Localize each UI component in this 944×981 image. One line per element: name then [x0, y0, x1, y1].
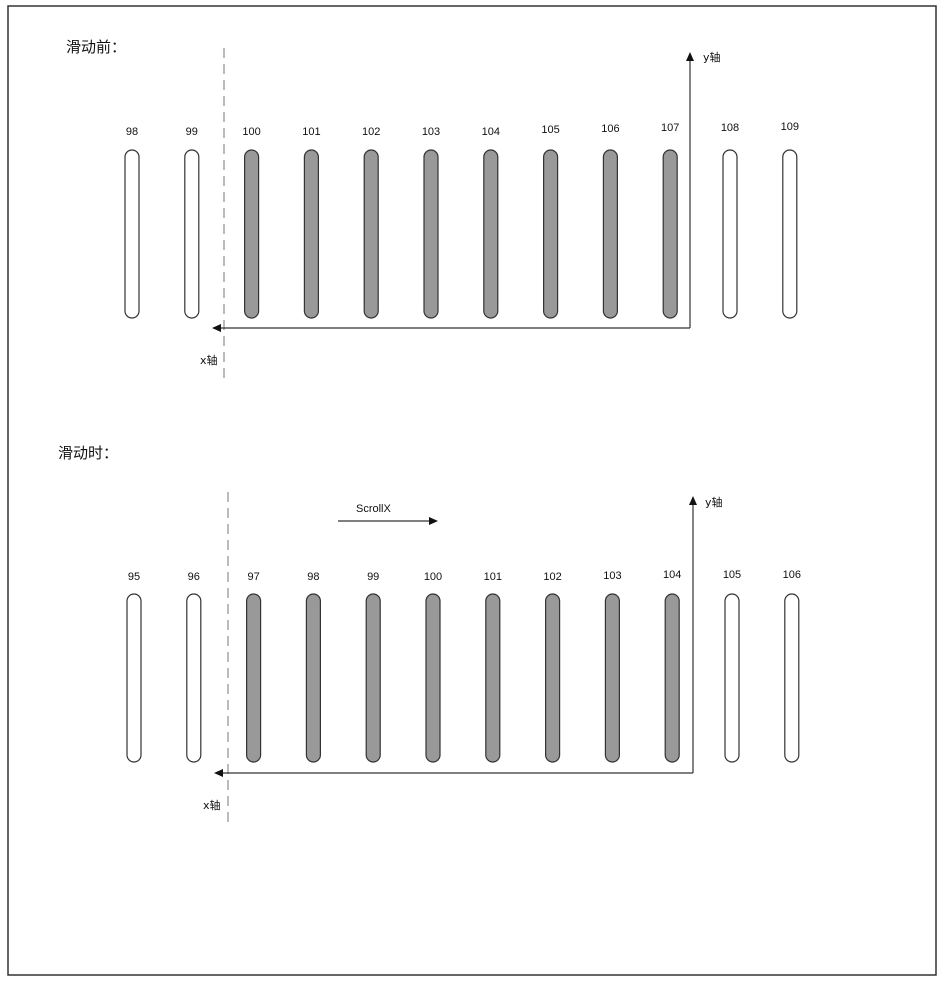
- offscreen-item-bar: [724, 593, 740, 763]
- y-axis-arrow-icon: [686, 52, 694, 61]
- visible-item-bar: [664, 593, 680, 763]
- item-label: 99: [186, 126, 198, 138]
- item-label: 101: [484, 571, 502, 583]
- item-label: 102: [362, 126, 380, 138]
- offscreen-item-bar: [784, 593, 800, 763]
- item-label: 109: [781, 121, 799, 133]
- x-axis-arrow-icon: [214, 769, 223, 777]
- scroll-label: ScrollX: [356, 503, 392, 515]
- visible-item-bar: [425, 593, 441, 763]
- y-axis-label: y轴: [705, 495, 723, 509]
- x-axis-label: x轴: [200, 353, 218, 367]
- x-axis-label: x轴: [203, 798, 221, 812]
- offscreen-item-bar: [722, 149, 738, 319]
- offscreen-item-bar: [126, 593, 142, 763]
- item-label: 95: [128, 571, 140, 583]
- visible-item-bar: [604, 593, 621, 763]
- visible-item-bar: [483, 149, 499, 319]
- item-label: 107: [661, 122, 679, 134]
- item-label: 100: [424, 571, 442, 583]
- item-label: 101: [302, 126, 320, 138]
- diagram-frame: [7, 5, 937, 976]
- item-label: 103: [422, 126, 440, 138]
- offscreen-item-bar: [186, 593, 202, 763]
- item-label: 98: [126, 126, 138, 138]
- offscreen-item-bar: [124, 149, 140, 319]
- panel-title: 滑动时：: [58, 444, 118, 462]
- item-label: 100: [242, 126, 260, 138]
- visible-item-bar: [244, 149, 260, 319]
- panel-title: 滑动前：: [66, 38, 126, 56]
- visible-item-bar: [544, 593, 561, 763]
- offscreen-item-bar: [782, 149, 798, 319]
- item-label: 97: [247, 571, 259, 583]
- scroll-arrow-icon: [429, 517, 438, 525]
- visible-item-bar: [423, 149, 439, 319]
- item-label: 106: [601, 123, 619, 135]
- visible-item-bar: [246, 593, 262, 763]
- x-axis-arrow-icon: [212, 324, 221, 332]
- y-axis-arrow-icon: [689, 496, 697, 505]
- y-axis-label: y轴: [703, 50, 721, 64]
- item-label: 98: [307, 571, 319, 583]
- item-label: 99: [367, 571, 379, 583]
- visible-item-bar: [485, 593, 501, 763]
- visible-item-bar: [363, 149, 379, 319]
- visible-item-bar: [542, 149, 559, 319]
- item-label: 102: [543, 571, 561, 583]
- item-label: 105: [541, 124, 559, 136]
- item-label: 108: [721, 122, 739, 134]
- visible-item-bar: [365, 593, 381, 763]
- visible-item-bar: [602, 149, 619, 319]
- item-label: 103: [603, 570, 621, 582]
- item-label: 104: [663, 569, 681, 581]
- item-label: 104: [482, 126, 500, 138]
- visible-item-bar: [662, 149, 678, 319]
- item-label: 105: [723, 569, 741, 581]
- item-label: 96: [188, 571, 200, 583]
- visible-item-bar: [303, 149, 319, 319]
- offscreen-item-bar: [184, 149, 200, 319]
- item-label: 106: [783, 569, 801, 581]
- visible-item-bar: [305, 593, 321, 763]
